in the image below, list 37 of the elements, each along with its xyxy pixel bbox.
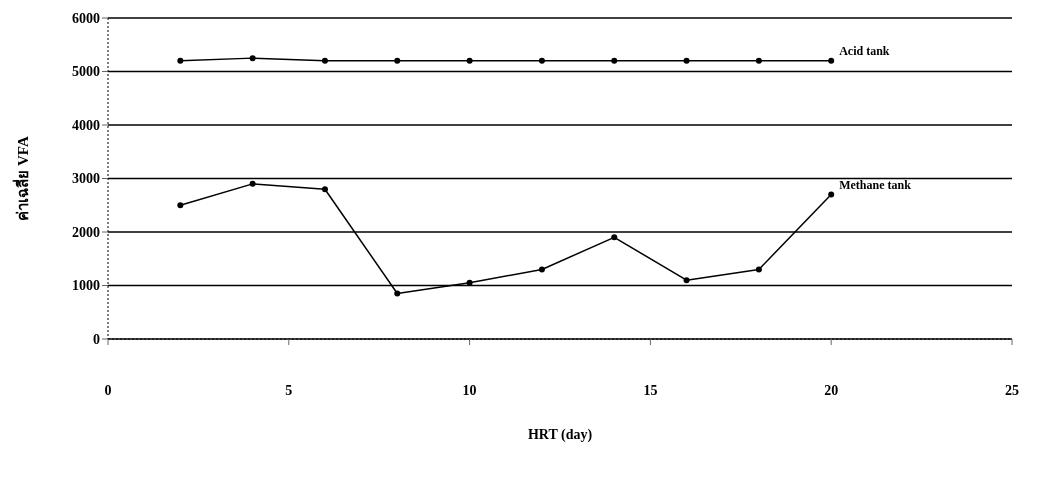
point [466, 57, 473, 64]
point [828, 191, 835, 198]
point [466, 279, 473, 286]
y-tick-label: 4000 [72, 117, 100, 133]
x-axis-title: HRT (day) [527, 427, 593, 443]
point [683, 277, 690, 284]
point [249, 180, 256, 187]
y-tick-label: 6000 [72, 10, 100, 26]
x-tick-label: 10 [462, 382, 477, 398]
point [321, 186, 328, 193]
y-tick-label: 5000 [72, 64, 100, 80]
point [538, 57, 545, 64]
y-tick-label: 0 [93, 331, 100, 347]
point [394, 290, 401, 297]
x-tick-label: 25 [1005, 382, 1019, 398]
x-tick-label: 20 [824, 382, 839, 398]
point [683, 57, 690, 64]
x-tick-label: 15 [643, 382, 658, 398]
point [321, 57, 328, 64]
point [755, 57, 762, 64]
x-tick-label: 0 [104, 382, 112, 398]
point [538, 266, 545, 273]
point [611, 57, 618, 64]
series-label: Methane tank [839, 177, 912, 192]
y-tick-label: 3000 [72, 171, 100, 187]
point [611, 234, 618, 241]
series-label: Acid tank [839, 43, 890, 58]
y-tick-label: 1000 [72, 278, 100, 294]
point [828, 57, 835, 64]
point [177, 57, 184, 64]
y-axis-title: ค่าเฉลี่ย VFA [12, 136, 32, 221]
point [177, 202, 184, 209]
point [249, 55, 256, 62]
x-tick-label: 5 [285, 382, 293, 398]
point [394, 57, 401, 64]
y-tick-label: 2000 [72, 224, 100, 240]
point [755, 266, 762, 273]
